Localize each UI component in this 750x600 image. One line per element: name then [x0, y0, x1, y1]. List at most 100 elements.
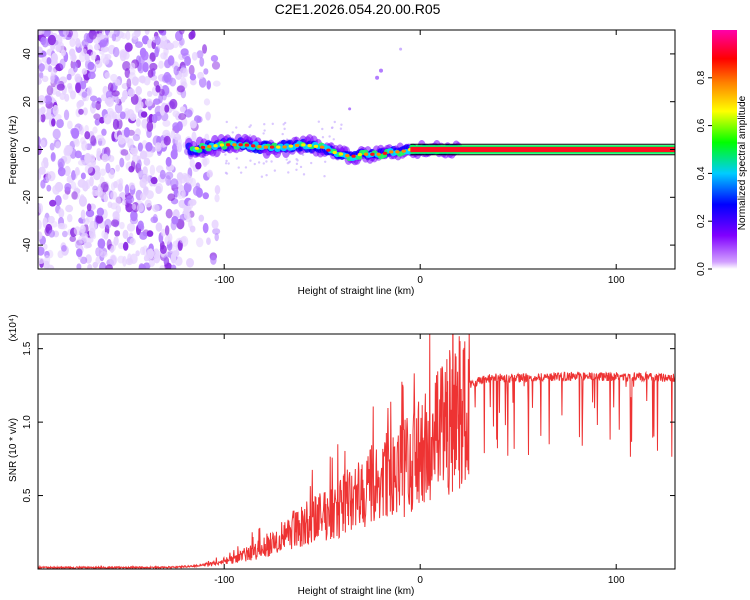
- noise-blob: [144, 98, 153, 107]
- noise-blob: [175, 136, 182, 148]
- noise-blob: [102, 56, 110, 65]
- ridge-max: [257, 145, 262, 149]
- x-tick-label: 0: [417, 575, 423, 586]
- noise-blob: [103, 232, 109, 240]
- noise-blob: [90, 50, 97, 61]
- noise-blob: [176, 121, 183, 132]
- noise-blob: [165, 156, 172, 167]
- noise-blob: [112, 118, 120, 130]
- noise-blob: [38, 114, 42, 123]
- noise-blob: [85, 237, 94, 244]
- noise-speck: [328, 135, 331, 138]
- noise-blob: [69, 38, 76, 47]
- noise-blob: [81, 68, 88, 75]
- noise-blob: [100, 251, 108, 258]
- ridge-max: [282, 145, 287, 149]
- noise-speck: [282, 123, 285, 126]
- noise-blob: [71, 170, 76, 181]
- noise-blob: [93, 43, 101, 51]
- noise-blob: [54, 195, 62, 207]
- noise-speck: [225, 120, 228, 124]
- noise-blob: [49, 199, 57, 207]
- ridge-max: [376, 152, 381, 156]
- noise-blob: [101, 153, 109, 163]
- noise-blob: [41, 75, 49, 83]
- noise-speck: [323, 160, 327, 163]
- noise-blob: [178, 113, 187, 121]
- noise-blob: [211, 219, 219, 229]
- x-tick-label: -100: [214, 575, 234, 586]
- ridge-max: [382, 151, 388, 155]
- noise-blob: [118, 177, 124, 187]
- noise-blob: [162, 129, 171, 138]
- noise-blob: [43, 243, 48, 250]
- ridge-max: [276, 145, 281, 149]
- noise-blob: [135, 118, 141, 127]
- noise-blob: [115, 96, 120, 105]
- noise-blob: [71, 52, 77, 63]
- noise-blob: [71, 191, 78, 200]
- noise-blob: [162, 119, 171, 127]
- noise-blob: [70, 181, 77, 190]
- noise-blob: [64, 183, 72, 192]
- noise-blob: [124, 42, 133, 52]
- noise-blob: [87, 263, 93, 269]
- noise-blob: [103, 194, 109, 203]
- noise-blob: [55, 141, 61, 149]
- snr-series-line: [38, 334, 675, 569]
- noise-blob: [75, 38, 81, 48]
- noise-blob: [212, 228, 221, 235]
- noise-blob: [127, 138, 134, 150]
- noise-blob: [122, 89, 128, 100]
- noise-blob: [122, 229, 129, 239]
- noise-blob: [112, 211, 120, 220]
- noise-speck: [287, 171, 290, 174]
- noise-blob: [68, 85, 73, 94]
- noise-blob: [128, 165, 135, 173]
- noise-blob: [79, 124, 85, 136]
- noise-blob: [105, 162, 111, 174]
- noise-blob: [146, 90, 153, 97]
- ridge-max: [401, 149, 406, 153]
- ridge-max: [332, 150, 337, 155]
- noise-blob: [141, 50, 149, 61]
- noise-blob: [38, 257, 45, 265]
- noise-blob: [91, 189, 99, 197]
- noise-blob: [180, 48, 189, 56]
- colorbar-tick-label: 0.8: [696, 70, 707, 84]
- ridge-max: [263, 145, 268, 149]
- noise-blob: [135, 85, 142, 96]
- noise-blob: [65, 204, 74, 213]
- noise-blob: [104, 218, 112, 229]
- noise-speck: [249, 159, 252, 162]
- noise-blob: [100, 46, 110, 53]
- noise-blob: [97, 238, 106, 249]
- noise-blob: [140, 111, 148, 118]
- noise-speck: [262, 162, 265, 165]
- noise-blob: [163, 52, 168, 61]
- page-title: C2E1.2026.054.20.00.R05: [274, 1, 441, 17]
- noise-speck: [225, 172, 229, 175]
- ridge-max: [320, 145, 325, 149]
- steady-band-core: [410, 146, 675, 153]
- noise-blob: [165, 208, 173, 219]
- noise-blob: [142, 174, 148, 183]
- noise-blob: [146, 39, 153, 49]
- noise-blob: [155, 85, 161, 93]
- ridge-max: [288, 144, 294, 148]
- noise-blob: [47, 34, 57, 46]
- noise-blob: [111, 33, 117, 42]
- noise-speck: [281, 132, 284, 136]
- noise-speck: [260, 175, 264, 178]
- ridge-max: [301, 143, 306, 147]
- noise-blob: [81, 140, 88, 151]
- noise-blob: [186, 258, 195, 268]
- noise-blob: [61, 230, 68, 238]
- noise-blob: [195, 187, 203, 198]
- noise-blob: [67, 120, 73, 130]
- noise-blob: [119, 50, 127, 62]
- noise-speck: [375, 75, 380, 80]
- noise-blob: [76, 101, 82, 109]
- noise-blob: [80, 209, 86, 220]
